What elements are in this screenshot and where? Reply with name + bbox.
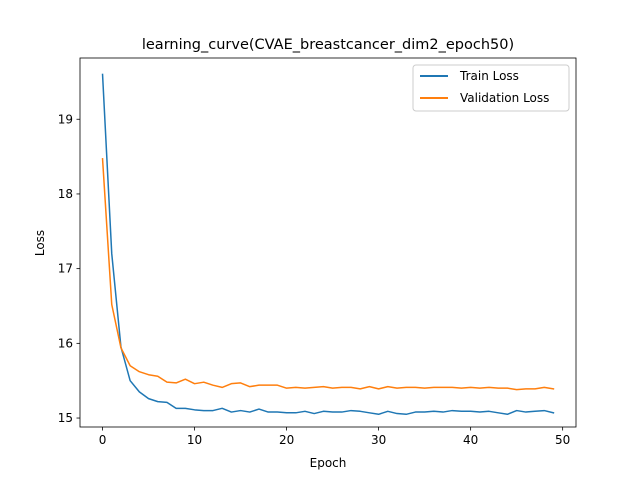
legend-train-label: Train Loss (459, 69, 519, 83)
series-line-1 (101, 158, 555, 391)
legend-box (412, 64, 570, 112)
x-tick-label: 30 (371, 433, 386, 447)
x-axis-label: Epoch (310, 456, 347, 470)
x-tick-label: 0 (99, 433, 107, 447)
plot-frame (79, 57, 577, 428)
chart-title: learning_curve(CVAE_breastcancer_dim2_ep… (142, 37, 514, 53)
y-tick-label: 15 (58, 411, 73, 425)
series-line-0 (101, 73, 555, 416)
x-tick-label: 20 (279, 433, 294, 447)
x-tick-label: 40 (463, 433, 478, 447)
plot-lines (101, 73, 555, 416)
y-axis-ticks: 15 16 17 18 19 (58, 112, 80, 425)
x-axis-ticks: 0 10 20 30 40 50 (99, 427, 570, 447)
x-tick-label: 10 (187, 433, 202, 447)
y-tick-label: 18 (58, 187, 73, 201)
y-tick-label: 17 (58, 262, 73, 276)
x-tick-label: 50 (555, 433, 570, 447)
y-tick-label: 16 (58, 336, 73, 350)
y-tick-label: 19 (58, 112, 73, 126)
legend-validation-label: Validation Loss (460, 91, 549, 105)
y-axis-label: Loss (33, 230, 47, 256)
legend: Train Loss Validation Loss (412, 64, 570, 112)
